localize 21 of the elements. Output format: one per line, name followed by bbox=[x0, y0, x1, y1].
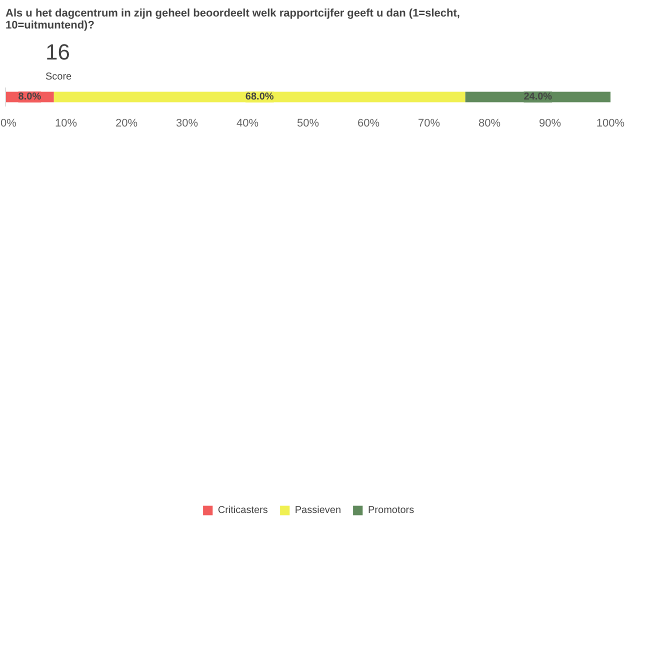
x-tick-label: 70% bbox=[418, 118, 440, 130]
bar bbox=[54, 92, 466, 102]
x-tick-label: 90% bbox=[538, 118, 562, 130]
data-label: 68.0% bbox=[245, 92, 274, 102]
x-tick-label: 100% bbox=[596, 118, 625, 130]
text: Score bbox=[46, 72, 72, 82]
legend-label: Criticasters bbox=[218, 504, 268, 516]
x-tick-label: 80% bbox=[478, 118, 501, 130]
x-tick-label: 0% bbox=[0, 118, 17, 130]
chart-title: Als u het dagcentrum in zijn geheel beoordeelt welk rapportcijfer geeft u dan (1=slecht, 10=uitmuntend)? bbox=[6, 8, 460, 32]
x-tick-label: 60% bbox=[357, 118, 380, 130]
data-label: 24.0% bbox=[524, 92, 552, 102]
x-tick-label: 40% bbox=[236, 118, 259, 130]
x-tick-label: 50% bbox=[296, 118, 320, 130]
x-tick-label: 30% bbox=[176, 118, 198, 130]
text: 16 bbox=[46, 40, 70, 64]
x-tick-label: 10% bbox=[54, 118, 78, 130]
legend-label: Passieven bbox=[294, 504, 342, 516]
x-tick-label: 20% bbox=[115, 118, 138, 130]
data-label: 8.0% bbox=[18, 92, 42, 102]
legend-label: Promotors bbox=[368, 504, 414, 516]
